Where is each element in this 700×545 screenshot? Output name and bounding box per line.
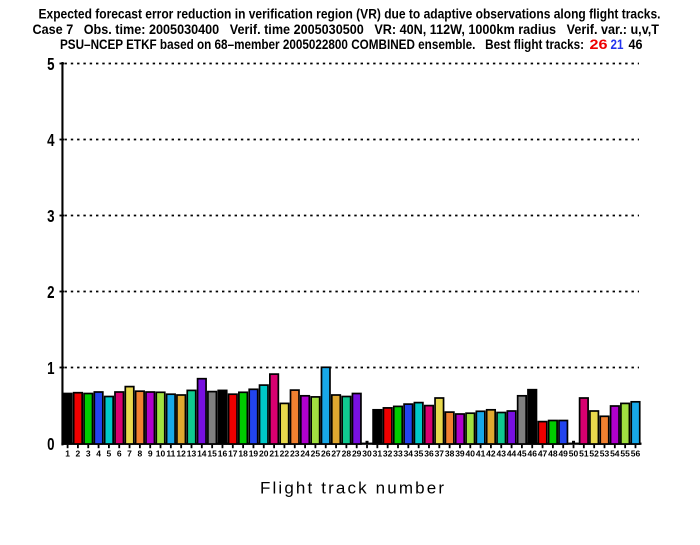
svg-text:41: 41 [476,448,486,458]
svg-text:50: 50 [569,448,579,458]
svg-text:56: 56 [631,448,641,458]
svg-text:2: 2 [47,282,55,302]
svg-text:2: 2 [76,448,81,458]
svg-text:12: 12 [176,448,186,458]
svg-text:21: 21 [611,37,624,52]
svg-text:19: 19 [249,448,259,458]
svg-text:26: 26 [590,37,609,52]
svg-text:46: 46 [629,37,643,52]
svg-text:18: 18 [238,448,248,458]
svg-text:48: 48 [548,448,558,458]
svg-text:35: 35 [414,448,424,458]
svg-text:3: 3 [86,448,91,458]
svg-text:45: 45 [517,448,527,458]
svg-text:22: 22 [280,448,290,458]
svg-text:39: 39 [455,448,465,458]
svg-text:16: 16 [218,448,228,458]
svg-text:10: 10 [156,448,166,458]
svg-text:14: 14 [197,448,207,458]
svg-text:20: 20 [259,448,269,458]
svg-text:32: 32 [383,448,393,458]
svg-text:47: 47 [538,448,548,458]
svg-text:55: 55 [620,448,630,458]
svg-text:24: 24 [300,448,310,458]
svg-text:9: 9 [148,448,153,458]
svg-text:40: 40 [466,448,476,458]
svg-text:1: 1 [65,448,70,458]
svg-text:38: 38 [445,448,455,458]
svg-text:4: 4 [96,448,101,458]
svg-text:21: 21 [269,448,279,458]
svg-text:37: 37 [435,448,445,458]
svg-text:5: 5 [107,448,112,458]
svg-text:53: 53 [600,448,610,458]
svg-text:31: 31 [373,448,383,458]
svg-text:13: 13 [187,448,197,458]
svg-text:17: 17 [228,448,238,458]
svg-text:11: 11 [166,448,175,458]
svg-text:42: 42 [486,448,496,458]
svg-text:52: 52 [589,448,599,458]
svg-text:0: 0 [47,434,55,454]
svg-text:PSU–NCEP ETKF based on 68–memb: PSU–NCEP ETKF based on 68–member 2005022… [60,37,584,52]
svg-text:34: 34 [404,448,414,458]
svg-text:33: 33 [393,448,403,458]
svg-text:26: 26 [321,448,331,458]
svg-text:30: 30 [362,448,372,458]
svg-text:29: 29 [352,448,362,458]
svg-text:5: 5 [47,54,55,74]
svg-text:36: 36 [424,448,434,458]
svg-text:25: 25 [311,448,321,458]
svg-text:3: 3 [47,206,55,226]
svg-text:46: 46 [527,448,537,458]
svg-text:Case 7 Obs. time: 2005030400: Case 7 Obs. time: 2005030400 Verif. time… [33,22,660,37]
svg-text:Flight track number: Flight track number [260,479,444,498]
svg-text:54: 54 [610,448,620,458]
svg-text:44: 44 [507,448,517,458]
svg-text:7: 7 [127,448,132,458]
svg-text:6: 6 [117,448,122,458]
svg-text:23: 23 [290,448,300,458]
svg-text:15: 15 [207,448,217,458]
svg-text:49: 49 [558,448,568,458]
svg-text:Expected forecast error reduct: Expected forecast error reduction in ver… [39,7,661,22]
svg-text:43: 43 [497,448,507,458]
svg-text:1: 1 [47,358,55,378]
svg-text:27: 27 [331,448,341,458]
svg-text:8: 8 [138,448,143,458]
svg-text:4: 4 [47,130,55,150]
svg-text:28: 28 [342,448,352,458]
svg-text:51: 51 [579,448,589,458]
